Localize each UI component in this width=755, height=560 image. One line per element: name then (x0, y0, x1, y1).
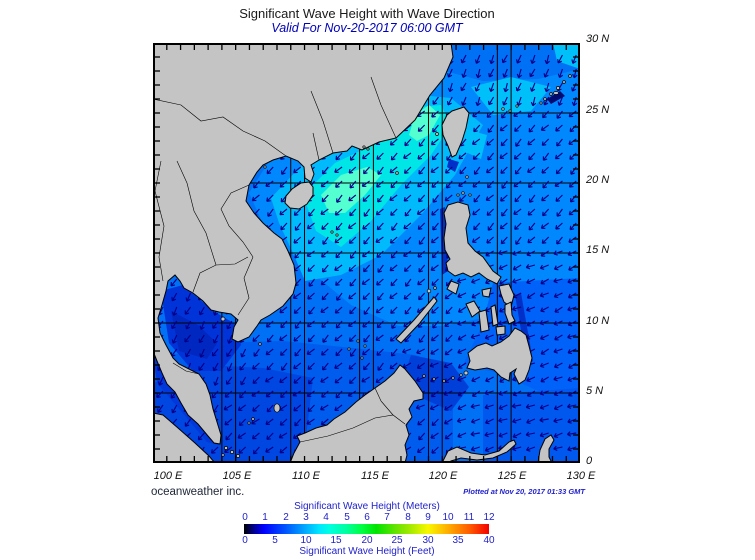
land-mindoro (446, 280, 460, 295)
land-mainland-asia (155, 45, 454, 445)
meter-tick: 2 (283, 512, 289, 523)
meter-tick: 6 (364, 512, 370, 523)
map-valid-time: Valid For Nov-20-2017 06:00 GMT (271, 21, 463, 35)
land-hainan (284, 181, 314, 210)
oceanweather-credit: oceanweather inc. (151, 486, 245, 498)
feet-tick: 35 (452, 535, 464, 546)
land-cebu (490, 304, 499, 327)
meter-tick: 8 (405, 512, 411, 523)
country-borders (155, 76, 406, 443)
meter-tick: 3 (303, 512, 309, 523)
feet-tick: 5 (272, 535, 278, 546)
feet-tick: 0 (242, 535, 248, 546)
map-frame (153, 43, 580, 463)
lon-label-110e: 110 E (292, 470, 320, 482)
land-halmahera (537, 434, 555, 461)
plotted-timestamp: Plotted at Nov 20, 2017 01:33 GMT (463, 487, 585, 496)
lon-label-120e: 120 E (428, 470, 458, 482)
lon-label-115e: 115 E (361, 470, 389, 482)
feet-tick: 40 (483, 535, 495, 546)
feet-tick: 15 (330, 535, 342, 546)
meter-tick: 10 (442, 512, 454, 523)
land-taiwan (441, 106, 470, 158)
land-layer (155, 45, 572, 461)
land-leyte (504, 301, 516, 325)
feet-tick: 30 (422, 535, 434, 546)
lat-label-0: 0 (586, 455, 593, 467)
feet-tick: 25 (391, 535, 403, 546)
map-canvas (153, 43, 580, 463)
meter-tick: 11 (463, 512, 475, 523)
lat-label-10n: 10 N (586, 315, 610, 327)
land-mindanao (466, 327, 533, 385)
lat-label-30n: 30 N (586, 33, 610, 45)
colorbar-gradient (244, 524, 489, 534)
feet-tick: 10 (300, 535, 312, 546)
lat-label-25n: 25 N (586, 104, 610, 116)
lon-label-125e: 125 E (497, 470, 527, 482)
meter-tick: 0 (242, 512, 248, 523)
land-palawan (395, 296, 438, 344)
colorbar-title-meters: Significant Wave Height (Meters) (294, 501, 440, 512)
colorbar-title-feet: Significant Wave Height (Feet) (299, 546, 435, 557)
land-luzon (443, 201, 502, 285)
map-title: Significant Wave Height with Wave Direct… (239, 6, 495, 21)
meter-tick: 12 (483, 512, 495, 523)
island-dots (220, 74, 572, 458)
land-masbate (481, 287, 492, 298)
lat-label-5n: 5 N (586, 385, 604, 397)
lon-label-105e: 105 E (222, 470, 252, 482)
meter-tick: 5 (344, 512, 350, 523)
meter-tick: 1 (262, 512, 268, 523)
lat-label-20n: 20 N (586, 174, 610, 186)
land-sumatra (155, 412, 214, 461)
lon-label-130e: 130 E (566, 470, 596, 482)
feet-tick: 20 (361, 535, 373, 546)
lat-label-15n: 15 N (586, 244, 610, 256)
meter-tick: 4 (323, 512, 329, 523)
meter-tick: 9 (425, 512, 431, 523)
meter-tick: 7 (384, 512, 390, 523)
land-bohol (495, 325, 506, 336)
lon-label-100e: 100 E (153, 470, 183, 482)
land-negros (478, 309, 490, 333)
map-degree-ticks (155, 45, 578, 461)
land-panay (465, 300, 481, 318)
